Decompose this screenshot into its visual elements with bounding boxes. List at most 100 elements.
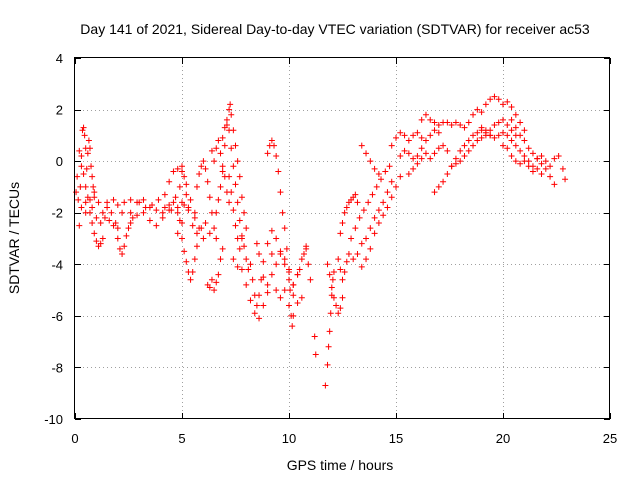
data-point	[191, 209, 198, 216]
data-point	[294, 271, 301, 278]
data-point	[198, 163, 205, 170]
data-point	[287, 287, 294, 294]
data-point	[448, 163, 455, 170]
data-point	[294, 299, 301, 306]
data-point	[343, 204, 350, 211]
data-point	[88, 163, 95, 170]
data-point	[384, 204, 391, 211]
data-point	[474, 137, 481, 144]
data-point	[508, 103, 515, 110]
data-point	[179, 163, 185, 170]
data-point	[478, 124, 485, 131]
data-point	[202, 165, 209, 172]
data-point	[80, 171, 87, 178]
y-tick-label: -6	[51, 309, 63, 324]
data-point	[219, 134, 226, 141]
data-point	[281, 261, 288, 268]
data-point	[375, 220, 382, 227]
data-points	[73, 93, 569, 389]
data-point	[431, 150, 438, 157]
data-point	[89, 204, 96, 211]
y-tick-label: 4	[56, 51, 63, 66]
data-point	[363, 256, 370, 263]
data-point	[264, 289, 271, 296]
data-point	[114, 201, 121, 208]
data-point	[365, 199, 372, 206]
data-point	[538, 171, 545, 178]
data-point	[91, 194, 98, 201]
data-point	[234, 158, 241, 165]
data-point	[296, 266, 303, 273]
data-point	[474, 106, 481, 113]
data-point	[431, 189, 438, 196]
data-point	[279, 209, 286, 216]
data-point	[236, 245, 243, 252]
data-point	[335, 256, 342, 263]
data-point	[495, 132, 502, 139]
data-point	[227, 101, 234, 108]
data-point	[114, 225, 121, 232]
data-point	[271, 142, 278, 149]
data-point	[356, 214, 363, 221]
data-point	[322, 382, 329, 389]
data-point	[440, 142, 447, 149]
data-point	[328, 284, 335, 291]
data-point	[418, 116, 425, 123]
data-point	[369, 191, 376, 198]
data-point	[534, 155, 541, 162]
data-point	[465, 137, 472, 144]
data-point	[337, 266, 344, 273]
data-point	[461, 152, 468, 159]
data-point	[529, 168, 536, 175]
data-point	[253, 240, 260, 247]
data-point	[422, 137, 429, 144]
data-point	[127, 209, 134, 216]
data-point	[283, 245, 290, 252]
data-point	[508, 127, 515, 134]
data-point	[352, 191, 359, 198]
data-point	[85, 137, 92, 144]
data-point	[241, 243, 248, 250]
data-point	[431, 119, 438, 126]
data-point	[268, 227, 275, 234]
data-point	[555, 152, 562, 159]
data-point	[410, 132, 417, 139]
data-point	[384, 189, 391, 196]
data-point	[208, 276, 215, 283]
data-point	[84, 150, 91, 157]
data-point	[405, 137, 412, 144]
data-point	[264, 281, 271, 288]
data-point	[226, 127, 233, 134]
data-point	[219, 168, 226, 175]
data-point	[281, 256, 288, 263]
data-point	[196, 171, 203, 178]
data-point	[121, 199, 128, 206]
data-point	[238, 266, 245, 273]
data-point	[504, 98, 511, 105]
data-point	[79, 127, 86, 134]
data-point	[153, 207, 160, 214]
data-point	[325, 343, 332, 350]
data-point	[104, 199, 111, 206]
data-point	[298, 256, 305, 263]
data-point	[277, 189, 284, 196]
data-point	[86, 196, 93, 203]
data-point	[326, 271, 333, 278]
data-point	[86, 145, 93, 152]
data-point	[341, 209, 348, 216]
data-point	[223, 116, 230, 123]
y-tick-label: 2	[56, 103, 63, 118]
data-point	[211, 225, 218, 232]
data-point	[221, 142, 228, 149]
data-point	[504, 132, 511, 139]
data-point	[202, 220, 209, 227]
data-point	[273, 235, 280, 242]
data-point	[327, 310, 334, 317]
data-point	[452, 160, 459, 167]
y-tick-label: -4	[51, 257, 63, 272]
data-point	[159, 214, 166, 221]
data-point	[129, 214, 136, 221]
data-point	[312, 351, 319, 358]
data-point	[189, 269, 196, 276]
data-point	[363, 235, 370, 242]
